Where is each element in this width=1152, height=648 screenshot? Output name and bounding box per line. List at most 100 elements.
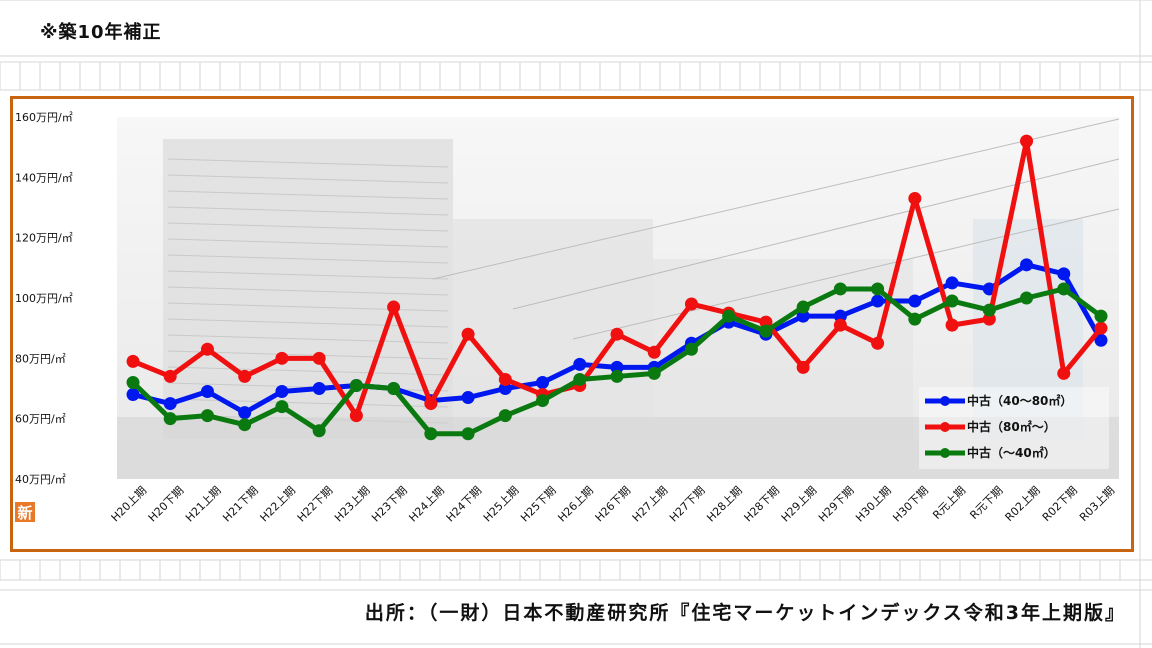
data-point [498, 409, 512, 423]
x-tick-label: H21上期 [183, 484, 224, 525]
data-point [945, 318, 959, 332]
data-point [1094, 309, 1108, 323]
chart-frame: 40万円/㎡ 60万円/㎡ 80万円/㎡ 100万円/㎡ 120万円/㎡ 140万円/㎡ 1… [10, 96, 1134, 552]
y-tick-label: 140万円/㎡ [15, 171, 73, 184]
y-tick-label: 100万円/㎡ [15, 292, 73, 305]
x-tick-label: H20下期 [146, 484, 187, 525]
data-point [1094, 333, 1108, 347]
data-point [871, 336, 885, 350]
x-tick-label: H28上期 [704, 484, 745, 525]
y-tick-label: 80万円/㎡ [15, 352, 66, 365]
data-point [1020, 291, 1034, 305]
data-point [238, 406, 252, 420]
data-point [424, 427, 438, 441]
x-tick-label: H27下期 [667, 484, 708, 525]
data-point [945, 294, 959, 308]
data-point [498, 382, 512, 395]
data-point [163, 412, 177, 426]
data-point [424, 397, 438, 411]
legend-marker [940, 448, 950, 458]
data-point [759, 315, 773, 329]
x-tick-label: H25下期 [518, 484, 559, 525]
data-point [796, 309, 810, 323]
data-point [647, 345, 661, 359]
data-point [275, 385, 289, 399]
data-point [1020, 134, 1034, 148]
x-tick-label: H30上期 [853, 484, 894, 525]
data-point [238, 418, 252, 432]
data-point [349, 409, 363, 423]
data-point [163, 369, 177, 383]
series-group [126, 282, 1108, 441]
data-point [610, 369, 624, 383]
x-tick-label: R元下期 [967, 484, 1005, 522]
x-tick-label: R02上期 [1003, 484, 1043, 524]
data-point [312, 424, 326, 438]
x-tick-label: H25上期 [481, 484, 522, 525]
data-point [1094, 321, 1108, 335]
data-point [573, 357, 587, 371]
data-point [275, 400, 289, 414]
legend-marker [940, 396, 950, 406]
data-point [461, 391, 475, 405]
x-tick-label: H22上期 [258, 484, 299, 525]
series-group [126, 134, 1108, 423]
x-tick-label: R元上期 [930, 484, 968, 522]
data-point [126, 354, 140, 368]
data-point [684, 342, 698, 356]
x-tick-label: H21下期 [220, 484, 261, 525]
y-tick-label: 40万円/㎡ [15, 473, 66, 486]
data-point [126, 375, 140, 389]
legend-label: 中古（～40㎡） [967, 445, 1056, 460]
data-point [312, 351, 326, 365]
data-point [759, 324, 773, 338]
data-point [833, 318, 847, 332]
data-point [796, 300, 810, 314]
data-point [982, 312, 996, 326]
data-point [536, 375, 550, 389]
data-point [833, 309, 847, 323]
data-point [908, 312, 922, 326]
data-point [1057, 267, 1071, 281]
x-tick-label: H23上期 [332, 484, 373, 525]
new-badge: 新 [15, 502, 35, 522]
x-tick-label: R03上期 [1077, 484, 1117, 524]
data-point [908, 294, 922, 308]
x-tick-label: H26上期 [555, 484, 596, 525]
data-point [461, 427, 475, 441]
y-tick-label: 60万円/㎡ [15, 413, 66, 426]
data-point [163, 397, 177, 411]
legend-label: 中古（40～80㎡） [967, 393, 1072, 408]
x-tick-label: H26下期 [593, 484, 634, 525]
new-badge-label: 新 [17, 504, 32, 522]
legend: 中古（40～80㎡） 中古（80㎡～） 中古（～40㎡） [919, 387, 1109, 469]
data-point [238, 369, 252, 383]
data-point [573, 372, 587, 386]
data-point [200, 342, 214, 356]
source-citation: 出所：（一財）日本不動産研究所『住宅マーケットインデックス令和3年上期版』 [364, 602, 1126, 624]
data-point [982, 303, 996, 317]
data-point [200, 409, 214, 423]
data-point [610, 327, 624, 341]
data-point [498, 372, 512, 386]
y-axis: 40万円/㎡ 60万円/㎡ 80万円/㎡ 100万円/㎡ 120万円/㎡ 140万円/㎡ 1… [15, 111, 73, 486]
data-point [200, 385, 214, 399]
data-point [349, 378, 363, 392]
data-point [536, 394, 550, 408]
data-point [684, 297, 698, 311]
data-point [275, 351, 289, 365]
x-tick-label: H28下期 [742, 484, 783, 525]
data-point [387, 300, 401, 314]
data-point [722, 309, 736, 323]
x-tick-label: H30下期 [890, 484, 931, 525]
x-tick-label: H29上期 [779, 484, 820, 525]
price-line-chart: 40万円/㎡ 60万円/㎡ 80万円/㎡ 100万円/㎡ 120万円/㎡ 140万円/㎡ 1… [15, 111, 1120, 525]
x-tick-label: H27上期 [630, 484, 671, 525]
data-point [871, 294, 885, 308]
data-point [647, 366, 661, 380]
data-point [387, 382, 401, 395]
y-tick-label: 120万円/㎡ [15, 232, 73, 245]
x-axis: H20上期H20下期H21上期H21下期H22上期H22下期H23上期H23下期… [109, 484, 1118, 525]
data-point [610, 360, 624, 374]
